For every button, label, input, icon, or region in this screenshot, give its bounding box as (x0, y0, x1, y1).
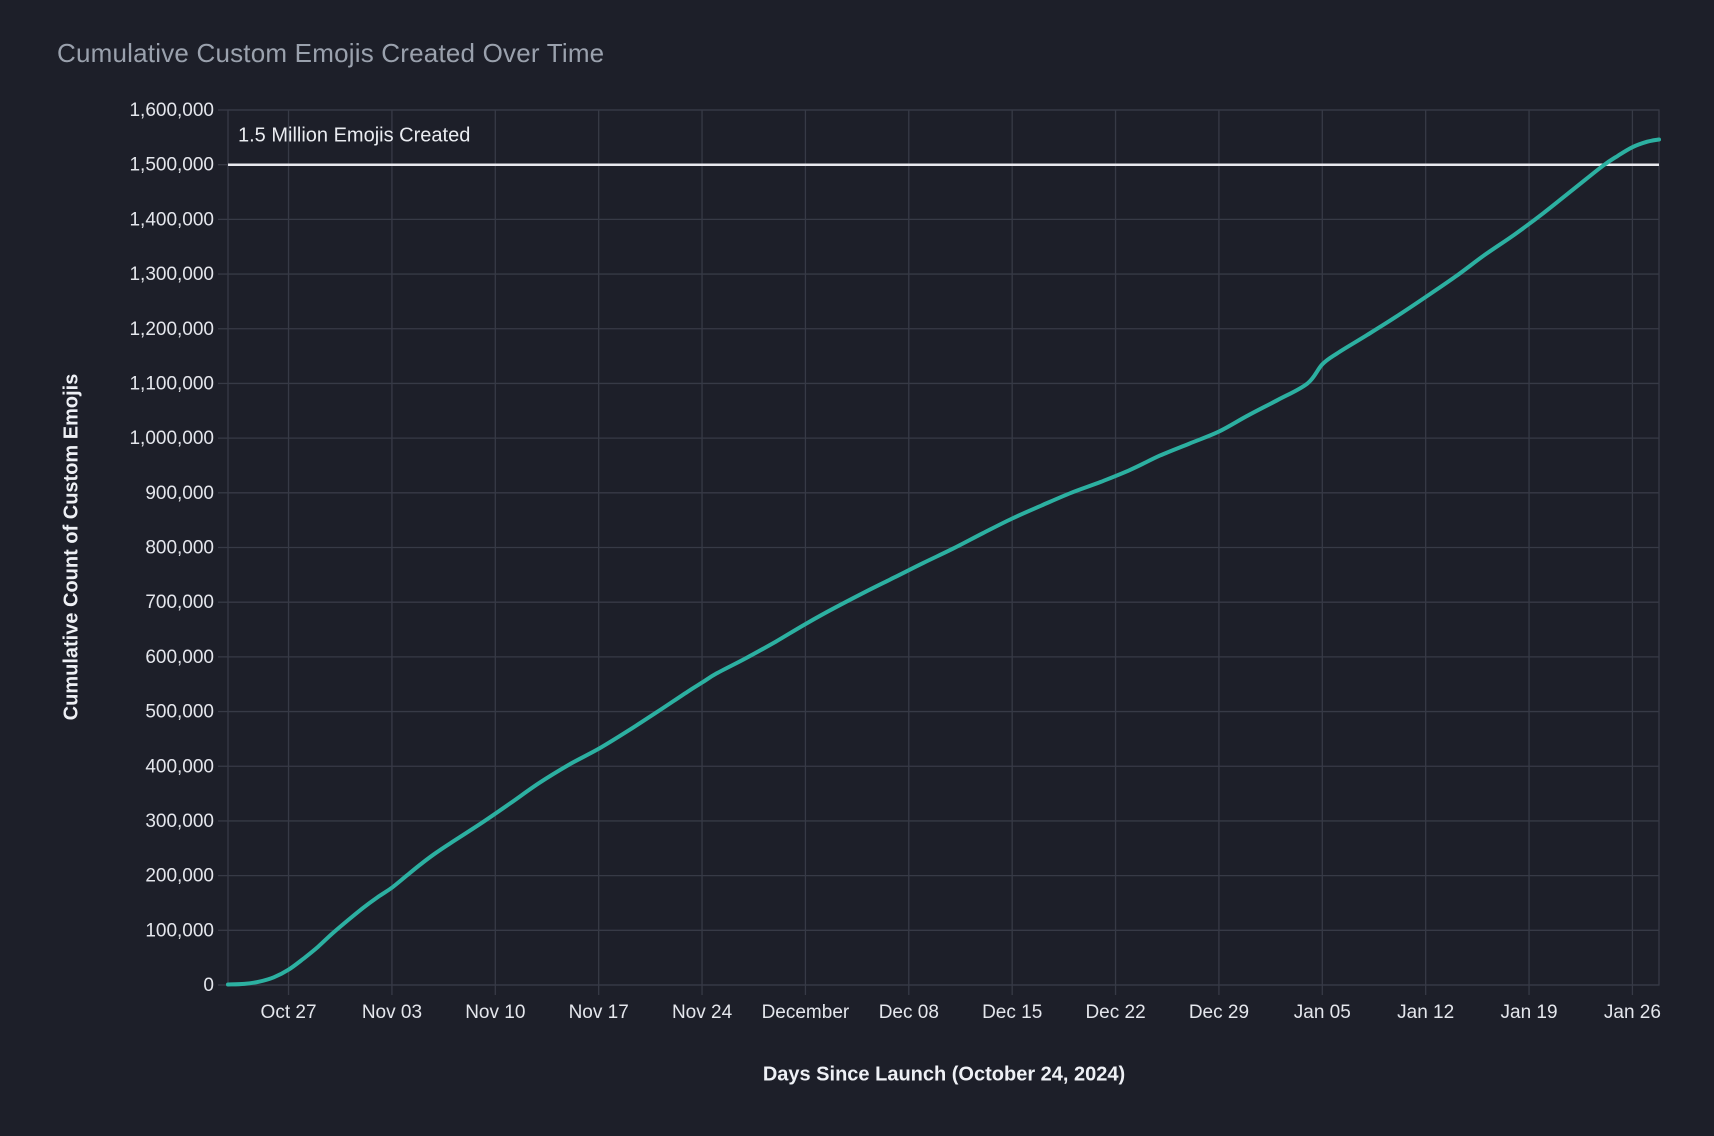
x-tick-label: Oct 27 (261, 1002, 317, 1023)
y-tick-label: 1,000,000 (129, 428, 214, 449)
x-tick-label: Jan 26 (1604, 1002, 1661, 1023)
y-tick-label: 100,000 (145, 920, 214, 941)
plot-border (227, 109, 1660, 986)
chart-title: Cumulative Custom Emojis Created Over Ti… (57, 38, 605, 68)
x-tick-label: Jan 12 (1397, 1002, 1454, 1023)
x-tick-label: Nov 03 (362, 1002, 422, 1023)
x-tick-label: Dec 29 (1189, 1002, 1249, 1023)
y-tick-label: 1,500,000 (129, 155, 214, 176)
y-tick-label: 1,100,000 (129, 373, 214, 394)
x-tick-label: Nov 17 (569, 1002, 629, 1023)
x-tick-label: Nov 10 (465, 1002, 525, 1023)
y-tick-label: 600,000 (145, 647, 214, 668)
x-axis-title: Days Since Launch (October 24, 2024) (762, 1063, 1126, 1086)
y-tick-label: 900,000 (145, 483, 214, 504)
x-tick-label: Dec 15 (982, 1002, 1042, 1023)
x-tick-label: Jan 19 (1501, 1002, 1558, 1023)
x-tick-label: Dec 22 (1085, 1002, 1145, 1023)
y-tick-label: 200,000 (145, 866, 214, 887)
cumulative-emojis-line (226, 137, 1661, 987)
reference-line-label: 1.5 Million Emojis Created (238, 125, 470, 147)
y-tick-label: 1,600,000 (129, 100, 214, 121)
x-tick-label: Jan 05 (1294, 1002, 1351, 1023)
y-tick-label: 800,000 (145, 538, 214, 559)
x-tick-label: Nov 24 (672, 1002, 733, 1023)
y-tick-label: 700,000 (145, 592, 214, 613)
y-tick-label: 1,300,000 (129, 264, 214, 285)
y-tick-label: 500,000 (145, 702, 214, 723)
y-tick-label: 0 (203, 975, 214, 996)
x-tick-label: Dec 08 (879, 1002, 939, 1023)
y-tick-label: 400,000 (145, 756, 214, 777)
y-tick-label: 1,400,000 (129, 209, 214, 230)
y-tick-label: 300,000 (145, 811, 214, 832)
x-tick-label: December (762, 1002, 850, 1023)
y-tick-label: 1,200,000 (129, 319, 214, 340)
